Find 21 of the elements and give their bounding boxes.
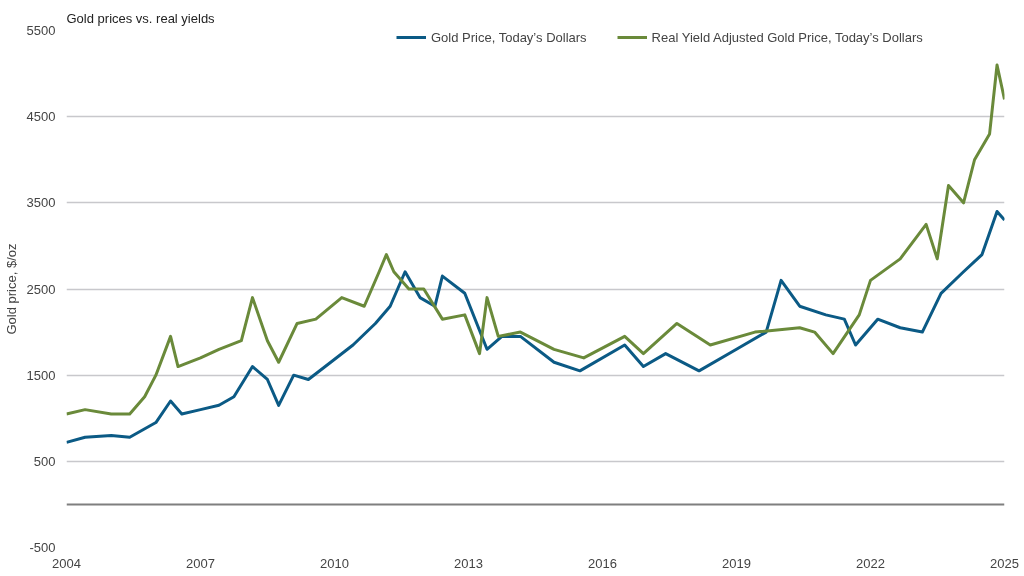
y-tick-label: 2500 (26, 281, 56, 297)
y-tick-label: 5500 (26, 23, 56, 38)
y-tick-label: -500 (29, 540, 56, 555)
x-tick-label: 2013 (454, 555, 484, 571)
x-tick-label: 2022 (856, 555, 885, 571)
y-axis-title: Gold price, $/oz (3, 243, 19, 335)
x-tick-label: 2025 (990, 555, 1019, 571)
line-series (66, 209, 1005, 444)
x-tick-label: 2007 (186, 555, 215, 571)
legend-label: Real Yield Adjusted Gold Price, Today’s Dollars (651, 29, 923, 45)
x-tick-label: 2016 (587, 555, 617, 571)
y-tick-label: 500 (33, 453, 56, 469)
legend-label: Gold Price, Today’s Dollars (431, 29, 587, 45)
y-tick-label: 3500 (26, 195, 56, 211)
line-series (66, 63, 1005, 416)
x-tick-label: 2019 (722, 555, 751, 571)
x-tick-label: 2010 (320, 555, 349, 571)
y-tick-label: 4500 (26, 109, 56, 125)
y-tick-label: 1500 (26, 367, 56, 383)
chart-title: Gold prices vs. real yields (66, 10, 216, 26)
x-tick-label: 2004 (52, 555, 81, 571)
